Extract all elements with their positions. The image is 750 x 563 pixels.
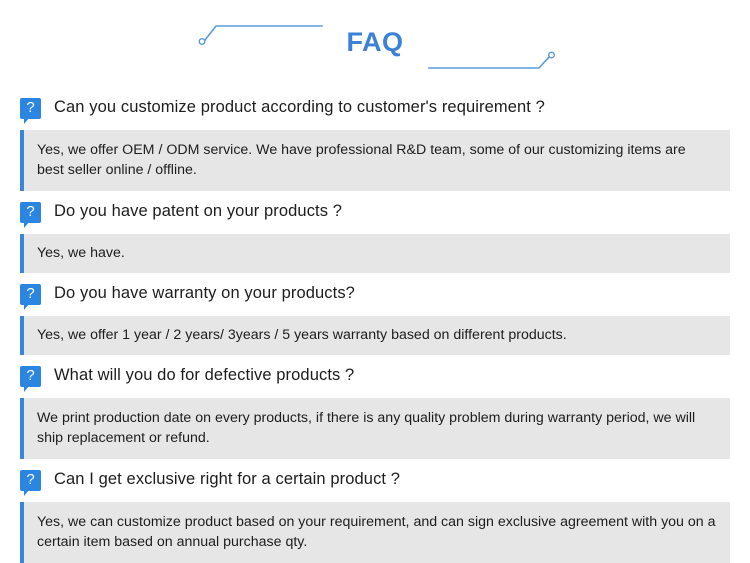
faq-item: ? Do you have warranty on your products?… <box>0 281 750 355</box>
question-mark-glyph: ? <box>20 366 41 387</box>
faq-question-text: Do you have patent on your products ? <box>54 202 343 220</box>
faq-answer-text: Yes, we can customize product based on y… <box>20 502 730 563</box>
question-bubble-icon: ? <box>20 284 41 310</box>
bubble-tail <box>24 386 32 392</box>
bubble-tail <box>24 304 32 310</box>
faq-question-row[interactable]: ? Do you have warranty on your products? <box>0 281 750 310</box>
page-title: FAQ <box>346 27 404 57</box>
bubble-tail <box>24 118 32 124</box>
faq-answer-text: Yes, we offer 1 year / 2 years/ 3years /… <box>20 316 730 355</box>
question-mark-glyph: ? <box>20 98 41 119</box>
faq-item: ? Do you have patent on your products ? … <box>0 199 750 273</box>
faq-question-row[interactable]: ? What will you do for defective product… <box>0 363 750 392</box>
question-bubble-icon: ? <box>20 98 41 124</box>
faq-question-text: Can you customize product according to c… <box>54 98 545 116</box>
question-mark-glyph: ? <box>20 470 41 491</box>
faq-question-text: Can I get exclusive right for a certain … <box>54 470 401 488</box>
faq-item: ? What will you do for defective product… <box>0 363 750 459</box>
faq-question-row[interactable]: ? Can I get exclusive right for a certai… <box>0 467 750 496</box>
faq-answer-text: Yes, we have. <box>20 234 730 273</box>
bubble-tail <box>24 222 32 228</box>
question-mark-glyph: ? <box>20 284 41 305</box>
faq-question-row[interactable]: ? Do you have patent on your products ? <box>0 199 750 228</box>
faq-question-text: What will you do for defective products … <box>54 366 355 384</box>
question-bubble-icon: ? <box>20 470 41 496</box>
question-bubble-icon: ? <box>20 366 41 392</box>
question-bubble-icon: ? <box>20 202 41 228</box>
faq-answer-text: Yes, we offer OEM / ODM service. We have… <box>20 130 730 191</box>
bubble-tail <box>24 490 32 496</box>
faq-answer-text: We print production date on every produc… <box>20 398 730 459</box>
faq-question-text: Do you have warranty on your products? <box>54 284 355 302</box>
faq-list: ? Can you customize product according to… <box>0 95 750 563</box>
question-mark-glyph: ? <box>20 202 41 223</box>
faq-header: FAQ <box>0 0 750 95</box>
faq-question-row[interactable]: ? Can you customize product according to… <box>0 95 750 124</box>
faq-item: ? Can you customize product according to… <box>0 95 750 191</box>
faq-item: ? Can I get exclusive right for a certai… <box>0 467 750 563</box>
